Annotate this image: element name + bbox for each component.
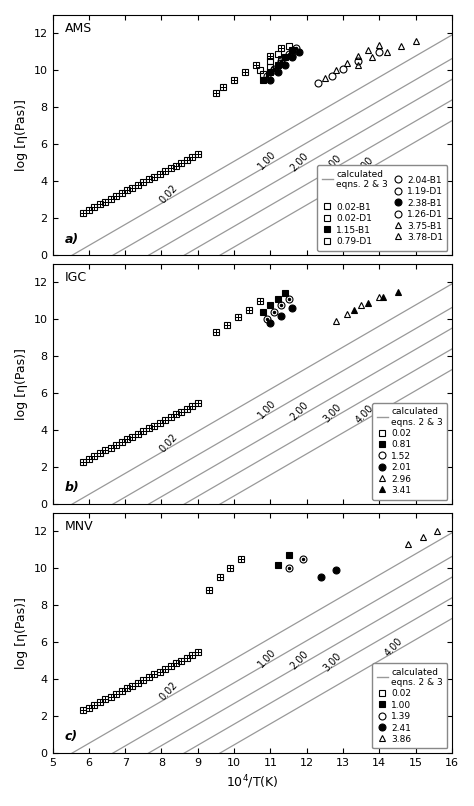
Text: 3.00: 3.00 [321, 650, 343, 673]
Legend: calculated
eqns. 2 & 3, 0.02, 0.81, 1.52, 2.01, 2.96, 3.41: calculated eqns. 2 & 3, 0.02, 0.81, 1.52… [372, 403, 447, 500]
Text: 2.00: 2.00 [289, 151, 310, 173]
Text: 1.00: 1.00 [256, 149, 278, 172]
Text: 0.02: 0.02 [158, 182, 180, 205]
Text: b): b) [64, 481, 79, 494]
Legend: calculated
eqns. 2 & 3, , 0.02-B1, 0.02-D1, 1.15-B1, 0.79-D1, 2.04-B1, 1.19-D1, : calculated eqns. 2 & 3, , 0.02-B1, 0.02-… [317, 165, 447, 251]
Y-axis label: log [η(Pas)]: log [η(Pas)] [15, 597, 28, 669]
Text: MNV: MNV [64, 520, 93, 533]
Text: 4.00: 4.00 [354, 403, 376, 426]
Text: AMS: AMS [64, 23, 92, 35]
Text: c): c) [64, 730, 78, 743]
Text: IGC: IGC [64, 271, 87, 285]
Text: 4.00: 4.00 [354, 155, 376, 177]
Legend: calculated
eqns. 2 & 3, 0.02, 1.00, 1.39, 2.41, 3.86: calculated eqns. 2 & 3, 0.02, 1.00, 1.39… [372, 663, 447, 749]
Text: 0.02: 0.02 [158, 680, 180, 703]
Text: 3.00: 3.00 [321, 401, 343, 424]
Text: 1.00: 1.00 [256, 647, 278, 670]
Text: 3.00: 3.00 [321, 152, 343, 175]
Y-axis label: log [η(Pas)]: log [η(Pas)] [15, 99, 28, 171]
Text: a): a) [64, 233, 79, 246]
Text: 2.00: 2.00 [289, 400, 310, 422]
Text: 0.02: 0.02 [158, 431, 180, 454]
Text: 2.00: 2.00 [289, 649, 310, 671]
Text: 1.00: 1.00 [256, 398, 278, 421]
Y-axis label: log [η(Pas)]: log [η(Pas)] [15, 348, 28, 420]
X-axis label: 10$^4$/T(K): 10$^4$/T(K) [226, 774, 279, 791]
Text: 4.00: 4.00 [383, 635, 405, 658]
